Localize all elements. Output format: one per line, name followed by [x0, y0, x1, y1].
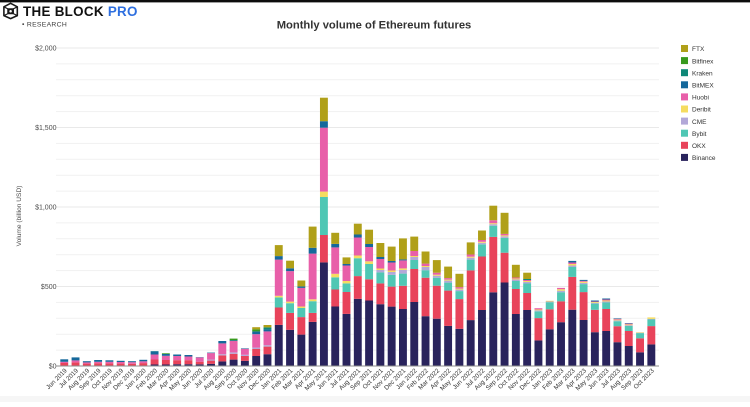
svg-text:$1,500: $1,500 [35, 125, 57, 132]
svg-text:Bitfinex: Bitfinex [692, 58, 714, 65]
svg-text:Huobi: Huobi [692, 95, 709, 102]
svg-text:$2,000: $2,000 [35, 46, 57, 53]
svg-text:THE BLOCK PRO: THE BLOCK PRO [23, 4, 138, 19]
svg-text:Bybit: Bybit [692, 131, 707, 138]
svg-text:Volume (billion USD): Volume (billion USD) [16, 186, 23, 247]
svg-text:CME: CME [692, 119, 707, 126]
svg-text:BitMEX: BitMEX [692, 83, 714, 90]
svg-text:Monthly volume of Ethereum fut: Monthly volume of Ethereum futures [277, 19, 472, 31]
svg-text:Kraken: Kraken [692, 70, 713, 77]
svg-text:$500: $500 [41, 284, 57, 291]
svg-text:OKX: OKX [692, 143, 706, 150]
svg-text:Deribit: Deribit [692, 107, 711, 114]
svg-text:$1,000: $1,000 [35, 205, 57, 212]
svg-text:Binance: Binance [692, 155, 716, 162]
svg-text:$0: $0 [49, 364, 57, 371]
svg-text:FTX: FTX [692, 46, 705, 53]
svg-text:• RESEARCH: • RESEARCH [22, 21, 67, 28]
